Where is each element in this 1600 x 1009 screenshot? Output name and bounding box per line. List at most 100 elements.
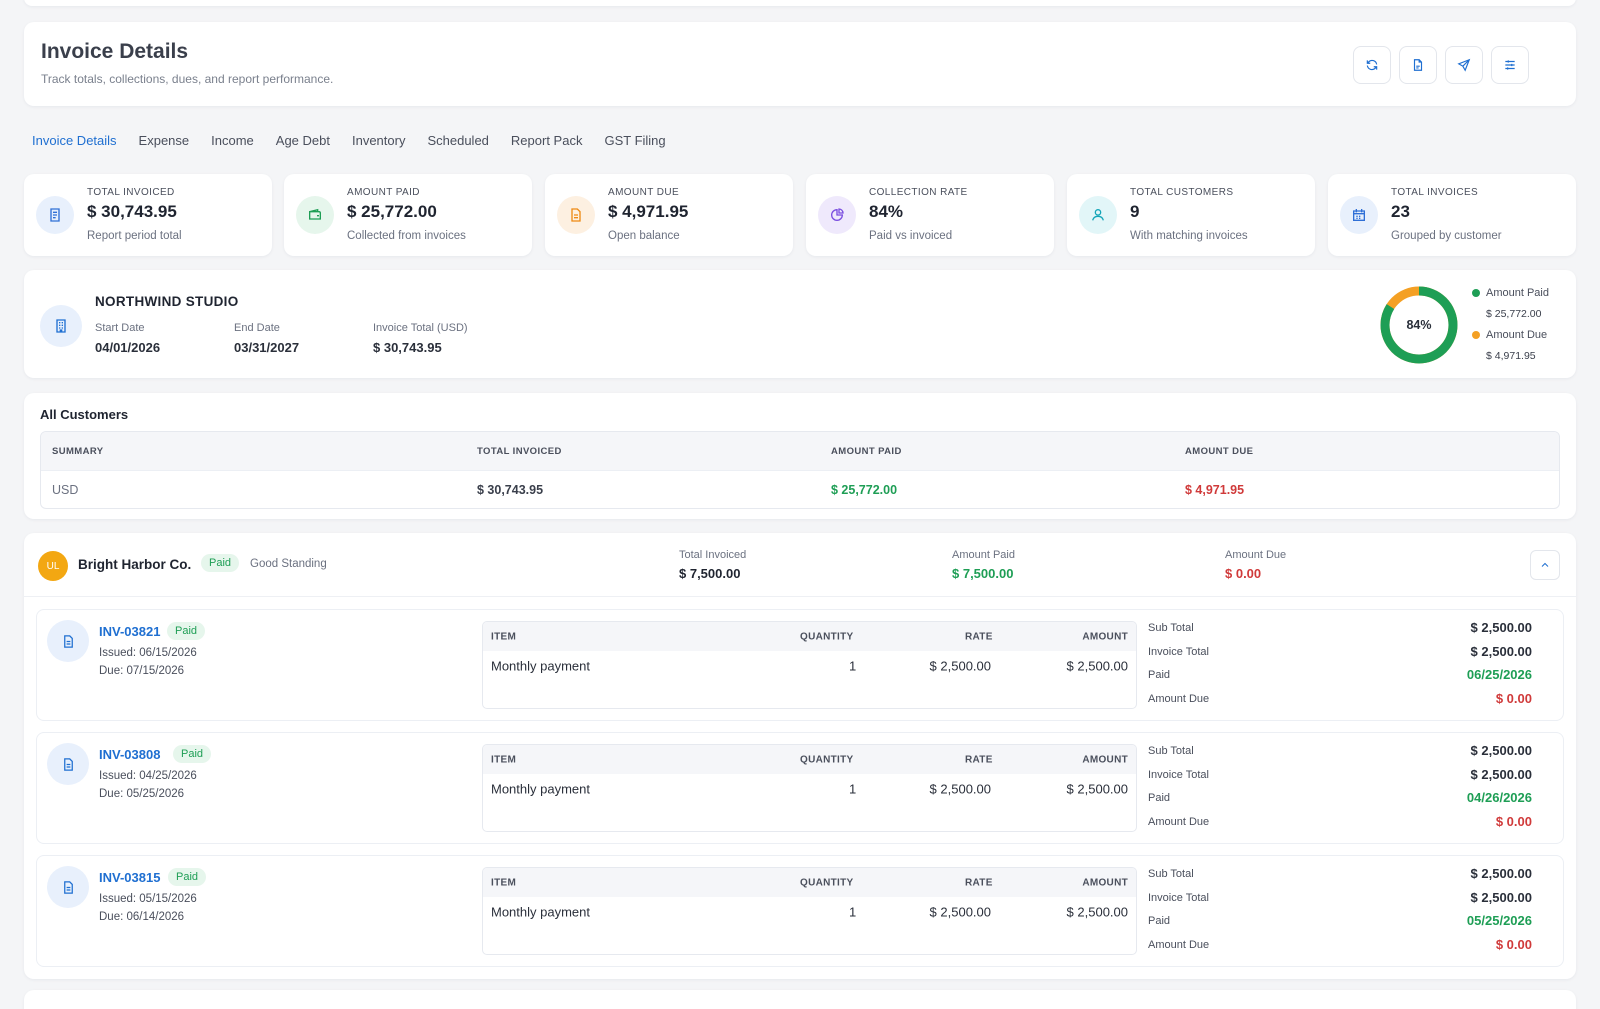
item-name: Monthly payment [491, 658, 590, 674]
invoice-items-table: ITEM QUANTITY RATE AMOUNT Monthly paymen… [482, 867, 1137, 955]
amount-due-value: $ 0.00 [1495, 690, 1532, 706]
donut-legend: Amount Paid $ 25,772.00 Amount Due $ 4,9… [1472, 282, 1549, 366]
end-date-field: End Date 03/31/2027 [234, 322, 299, 355]
customer-total-invoiced: Total Invoiced $ 7,500.00 [679, 549, 746, 581]
table-cell: $ 4,971.95 [1185, 482, 1245, 497]
summary-label: Amount Due [1225, 549, 1287, 561]
items-header: ITEM QUANTITY RATE AMOUNT [483, 868, 1136, 897]
collapse-button[interactable] [1530, 550, 1560, 580]
column-header: AMOUNT PAID [831, 445, 902, 457]
column-header: RATE [965, 877, 993, 888]
invoice-status-badge: Paid [167, 622, 206, 640]
table-row: USD $ 30,743.95 $ 25,772.00 $ 4,971.95 [41, 470, 1559, 508]
tab-income[interactable]: Income [211, 133, 254, 148]
sub-total-value: $ 2,500.00 [1470, 866, 1532, 881]
item-rate: $ 2,500.00 [929, 781, 991, 797]
standing-text: Good Standing [250, 558, 327, 570]
totals-label: Invoice Total [1148, 891, 1209, 904]
stat-total-customers: TOTAL CUSTOMERS 9 With matching invoices [1067, 174, 1315, 256]
stat-amount-due: AMOUNT DUE $ 4,971.95 Open balance [545, 174, 793, 256]
item-row: Monthly payment 1 $ 2,500.00 $ 2,500.00 [483, 651, 1136, 681]
invoice-items-table: ITEM QUANTITY RATE AMOUNT Monthly paymen… [482, 744, 1137, 832]
tab-gst-filing[interactable]: GST Filing [604, 133, 666, 148]
due-date: Due: 07/15/2026 [99, 665, 185, 677]
page-subtitle: Track totals, collections, dues, and rep… [41, 72, 334, 86]
item-name: Monthly payment [491, 781, 590, 797]
sliders-icon [1505, 60, 1515, 70]
tab-expense[interactable]: Expense [138, 133, 190, 148]
invoice-file-icon [47, 620, 89, 662]
item-amount: $ 2,500.00 [1066, 781, 1128, 797]
invoice-number-link[interactable]: INV-03821 [99, 624, 161, 639]
page-title: Invoice Details [41, 40, 189, 63]
company-name: NORTHWIND STUDIO [95, 294, 239, 309]
column-header: QUANTITY [800, 631, 854, 642]
customer-name: Bright Harbor Co. [78, 557, 192, 572]
item-quantity: 1 [849, 781, 857, 797]
table-cell: $ 30,743.95 [477, 482, 544, 497]
start-date-value: 04/01/2026 [95, 340, 161, 355]
end-date-label: End Date [234, 322, 280, 334]
tab-age-debt[interactable]: Age Debt [275, 133, 330, 148]
tab-report-pack[interactable]: Report Pack [510, 133, 583, 148]
item-quantity: 1 [849, 904, 857, 920]
stat-subtext: Collected from invoices [347, 230, 466, 242]
page-header: Invoice Details Track totals, collection… [24, 22, 1576, 106]
stat-label: TOTAL INVOICES [1391, 187, 1479, 198]
customer-header[interactable]: UL Bright Harbor Co. Paid Good Standing … [24, 533, 1576, 597]
invoice-total-label: Invoice Total (USD) [373, 322, 468, 334]
summary-value: $ 7,500.00 [952, 566, 1014, 581]
invoice-total-field: Invoice Total (USD) $ 30,743.95 [373, 322, 468, 355]
item-quantity: 1 [849, 658, 857, 674]
item-rate: $ 2,500.00 [929, 658, 991, 674]
totals-label: Invoice Total [1148, 768, 1209, 781]
user-icon [1079, 196, 1117, 234]
stat-label: TOTAL CUSTOMERS [1130, 187, 1234, 198]
invoice-number-link[interactable]: INV-03815 [99, 870, 161, 885]
column-header: AMOUNT [1082, 631, 1128, 642]
export-pdf-button[interactable] [1399, 46, 1437, 84]
column-header: SUMMARY [52, 445, 104, 457]
stat-total-invoiced: TOTAL INVOICED $ 30,743.95 Report period… [24, 174, 272, 256]
wallet-icon [296, 196, 334, 234]
issued-date: Issued: 05/15/2026 [99, 893, 197, 905]
stat-total-invoices: TOTAL INVOICES 23 Grouped by customer [1328, 174, 1576, 256]
send-button[interactable] [1445, 46, 1483, 84]
invoice-total-value: $ 2,500.00 [1470, 889, 1532, 905]
item-row: Monthly payment 1 $ 2,500.00 $ 2,500.00 [483, 774, 1136, 804]
issued-date: Issued: 04/25/2026 [99, 770, 197, 782]
filter-settings-button[interactable] [1491, 46, 1529, 84]
item-row: Monthly payment 1 $ 2,500.00 $ 2,500.00 [483, 897, 1136, 927]
refresh-icon [1366, 59, 1378, 71]
paid-date-value: 05/25/2026 [1466, 913, 1532, 928]
tab-invoice-details[interactable]: Invoice Details [32, 133, 117, 148]
summary-label: Total Invoiced [679, 549, 747, 561]
invoice-file-icon [47, 866, 89, 908]
paid-date-value: 06/25/2026 [1466, 667, 1532, 682]
refresh-button[interactable] [1353, 46, 1391, 84]
stat-subtext: With matching invoices [1130, 230, 1248, 242]
invoice-file-icon [47, 743, 89, 785]
legend-item-due: Amount Due [1472, 324, 1549, 345]
item-rate: $ 2,500.00 [929, 904, 991, 920]
items-header: ITEM QUANTITY RATE AMOUNT [483, 745, 1136, 774]
stat-value: 84% [869, 202, 904, 221]
totals-label: Sub Total [1148, 868, 1194, 880]
totals-label: Paid [1148, 669, 1171, 681]
next-customer-card [24, 990, 1576, 1009]
customer-amount-due: Amount Due $ 0.00 [1225, 549, 1286, 581]
start-date-label: Start Date [95, 322, 145, 334]
item-amount: $ 2,500.00 [1066, 904, 1128, 920]
invoice-row: INV-03815 Paid Issued: 05/15/2026 Due: 0… [36, 855, 1564, 967]
item-name: Monthly payment [491, 904, 590, 920]
avatar: UL [38, 551, 68, 581]
invoice-number-link[interactable]: INV-03808 [99, 747, 161, 762]
stat-label: TOTAL INVOICED [87, 187, 175, 198]
customer-card: UL Bright Harbor Co. Paid Good Standing … [24, 533, 1576, 979]
tab-inventory[interactable]: Inventory [351, 133, 406, 148]
pie-chart-icon [818, 196, 856, 234]
tab-scheduled[interactable]: Scheduled [427, 133, 489, 148]
table-cell: $ 25,772.00 [831, 482, 898, 497]
totals-label: Amount Due [1148, 815, 1210, 828]
amount-due-value: $ 0.00 [1495, 936, 1532, 952]
